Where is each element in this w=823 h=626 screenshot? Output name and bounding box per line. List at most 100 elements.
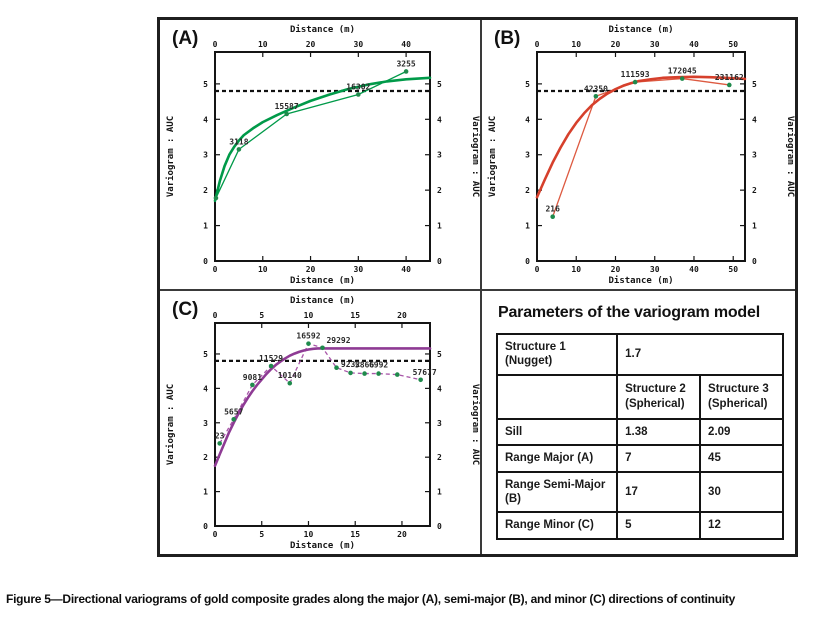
svg-text:15: 15: [350, 530, 360, 539]
axis-titles: Distance (m) Distance (m) Variogram : AUC V…: [165, 295, 481, 551]
svg-text:23: 23: [215, 431, 225, 440]
axes: [214, 51, 431, 262]
svg-text:10: 10: [304, 311, 314, 320]
svg-text:231162: 231162: [715, 73, 744, 82]
panel-a: (A) 0 0 10 10 20 20 30 30 40 40 0 0 1 1 2 2 3 3 4 4 5 5 Distan…: [160, 20, 482, 291]
svg-text:20: 20: [306, 265, 316, 274]
svg-text:2: 2: [203, 453, 208, 462]
point-labels: 216 42350 111593 172045 231162: [545, 67, 743, 214]
panel-c-label: (C): [172, 299, 199, 320]
param-label-sill: Sill: [495, 417, 619, 447]
svg-text:Variogram : AUC: Variogram : AUC: [487, 116, 498, 197]
svg-text:5: 5: [525, 80, 530, 89]
model-curve: [213, 76, 432, 203]
svg-text:0: 0: [213, 265, 218, 274]
svg-text:Distance (m): Distance (m): [290, 275, 355, 286]
svg-text:0: 0: [213, 40, 218, 49]
panel-b: (B) 0 0 10 10 20 20 30 30 40 40 50 50 0 0 1 1 2 2 3 3 4 4 5 5 Di…: [482, 20, 796, 291]
table-row-range-semi-major: Range Semi-Major (B) 17 30: [495, 470, 784, 514]
column-header-structure2: Structure 2 (Spherical): [616, 373, 702, 420]
svg-text:Distance (m): Distance (m): [608, 275, 673, 286]
svg-text:0: 0: [203, 257, 208, 266]
svg-text:1: 1: [437, 222, 442, 231]
param-label-range-semi-major: Range Semi-Major (B): [495, 470, 619, 514]
param-value-nugget: 1.7: [616, 333, 784, 376]
svg-text:Distance (m): Distance (m): [290, 24, 355, 35]
svg-text:0: 0: [437, 257, 442, 266]
svg-text:5: 5: [259, 530, 264, 539]
param-value-range-minor-s3: 12: [699, 511, 784, 540]
param-value-range-semi-major-s3: 30: [699, 470, 784, 514]
svg-text:Variogram : AUC: Variogram : AUC: [165, 116, 176, 197]
svg-text:0: 0: [535, 40, 540, 49]
svg-text:4: 4: [752, 115, 757, 124]
param-value-sill-s3: 2.09: [699, 417, 784, 447]
svg-text:5: 5: [437, 350, 442, 359]
parameters-title: Parameters of the variogram model: [498, 304, 760, 321]
experimental-points: [213, 69, 409, 201]
svg-text:2: 2: [525, 186, 530, 195]
svg-text:10: 10: [258, 265, 268, 274]
svg-text:3: 3: [203, 151, 208, 160]
svg-text:40: 40: [401, 40, 411, 49]
panel-a-label: (A): [172, 28, 199, 49]
svg-text:Variogram : AUC: Variogram : AUC: [165, 384, 176, 465]
svg-text:5: 5: [437, 80, 442, 89]
figure-caption: Figure 5—Directional variograms of gold …: [6, 592, 736, 606]
svg-text:0: 0: [525, 257, 530, 266]
svg-text:50: 50: [728, 40, 738, 49]
svg-text:0: 0: [203, 522, 208, 531]
svg-text:0: 0: [752, 257, 757, 266]
svg-text:5657: 5657: [224, 407, 243, 416]
svg-text:11529: 11529: [259, 354, 283, 363]
svg-text:1: 1: [525, 222, 530, 231]
svg-text:Variogram : AUC: Variogram : AUC: [785, 116, 795, 197]
svg-text:10140: 10140: [278, 371, 302, 380]
param-value-range-major-s2: 7: [616, 444, 702, 473]
svg-text:9081: 9081: [243, 373, 262, 382]
model-curve: [213, 347, 432, 468]
param-value-range-semi-major-s2: 17: [616, 470, 702, 514]
table-row-nugget: Structure 1 (Nugget) 1.7: [495, 333, 784, 376]
axes: [214, 322, 431, 527]
svg-text:20: 20: [611, 40, 621, 49]
svg-text:Variogram : AUC: Variogram : AUC: [470, 384, 480, 465]
svg-text:10: 10: [571, 265, 581, 274]
svg-text:30: 30: [354, 40, 364, 49]
svg-text:0: 0: [213, 311, 218, 320]
svg-text:3: 3: [203, 419, 208, 428]
point-labels: 23 5657 9081 11529 10140 16592 29292 9232586669…: [215, 332, 437, 441]
svg-text:5: 5: [752, 80, 757, 89]
svg-text:57677: 57677: [413, 368, 437, 377]
point-labels: 3118 15587 16302 3255: [229, 59, 416, 146]
svg-text:2: 2: [437, 453, 442, 462]
experimental-points: [217, 341, 423, 446]
param-value-range-minor-s2: 5: [616, 511, 702, 540]
panel-b-label: (B): [494, 28, 521, 49]
svg-text:4: 4: [203, 115, 208, 124]
svg-text:2: 2: [437, 186, 442, 195]
svg-text:2: 2: [752, 186, 757, 195]
svg-text:30: 30: [650, 265, 660, 274]
axis-titles: Distance (m) Distance (m) Variogram : AUC V…: [487, 24, 796, 286]
svg-text:Distance (m): Distance (m): [290, 540, 355, 551]
svg-text:5: 5: [203, 80, 208, 89]
svg-text:15: 15: [350, 311, 360, 320]
parameters-table: Structure 1 (Nugget) 1.7 Structure 2 (Sp…: [495, 333, 784, 540]
svg-text:10: 10: [258, 40, 268, 49]
svg-text:20: 20: [306, 40, 316, 49]
svg-text:0: 0: [437, 522, 442, 531]
svg-text:1: 1: [752, 222, 757, 231]
svg-text:3: 3: [437, 419, 442, 428]
table-row-headers: Structure 2 (Spherical) Structure 3 (Sph…: [495, 373, 784, 420]
figure-box: (A) 0 0 10 10 20 20 30 30 40 40 0 0 1 1 2 2 3 3 4 4 5 5 Distan…: [157, 17, 798, 557]
svg-text:3: 3: [752, 151, 757, 160]
table-row-range-minor: Range Minor (C) 5 12: [495, 511, 784, 540]
svg-text:5866: 5866: [355, 361, 374, 370]
svg-text:1: 1: [203, 222, 208, 231]
